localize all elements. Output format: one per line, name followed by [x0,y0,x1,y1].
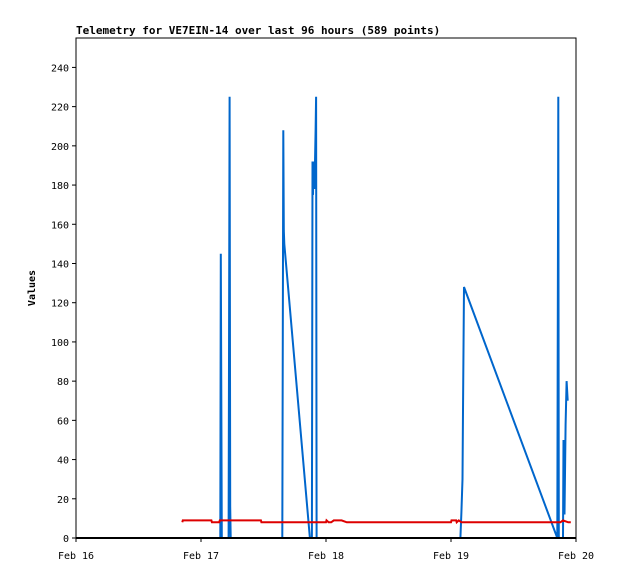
y-tick-label: 100 [51,338,69,349]
y-tick-label: 60 [57,416,69,427]
chart-title: Telemetry for VE7EIN-14 over last 96 hou… [76,24,441,37]
x-tick-label: Feb 20 [558,551,594,562]
y-tick-label: 120 [51,299,69,310]
series-line-1 [170,96,569,539]
x-tick-label: Feb 18 [308,551,344,562]
y-axis-label: Values [27,270,38,306]
x-tick-label: Feb 19 [433,551,469,562]
y-tick-label: 0 [63,534,69,545]
series-layer [76,96,576,539]
y-tick-label: 20 [57,495,69,506]
x-axis: Feb 16 Feb 17 Feb 18 Feb 19 Feb 20 [58,538,594,562]
y-tick-label: 140 [51,259,69,270]
y-tick-label: 160 [51,220,69,231]
y-tick-label: 40 [57,456,69,467]
y-tick-label: 180 [51,181,69,192]
plot-area [75,37,577,539]
y-tick-label: 220 [51,103,69,114]
y-tick-label: 240 [51,63,69,74]
y-tick-label: 80 [57,377,69,388]
y-axis: 0 20 40 60 80 100 120 140 160 180 200 220 240 [51,63,76,545]
x-tick-label: Feb 16 [58,551,94,562]
x-tick-label: Feb 17 [183,551,219,562]
y-tick-label: 200 [51,142,69,153]
series-line-2 [181,518,571,525]
